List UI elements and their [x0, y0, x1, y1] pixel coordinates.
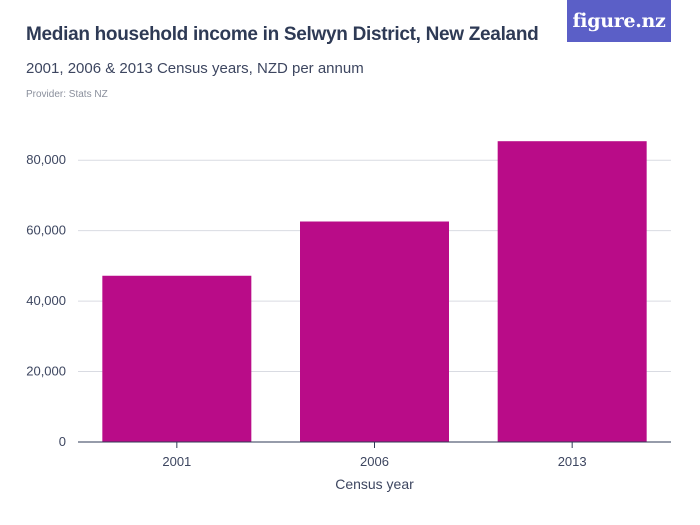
bar-2013 [497, 141, 647, 443]
provider-label: Provider: Stats NZ [26, 89, 108, 100]
x-axis-title: Census year [335, 476, 414, 492]
chart-subtitle: 2001, 2006 & 2013 Census years, NZD per … [26, 60, 364, 77]
x-tick-label: 2013 [558, 454, 587, 469]
y-tick-label: 20,000 [26, 364, 66, 379]
bar-2006 [300, 221, 449, 442]
y-tick-label: 60,000 [26, 223, 66, 238]
x-tick-label: 2006 [360, 454, 389, 469]
y-tick-label: 80,000 [26, 152, 66, 167]
chart-title: Median household income in Selwyn Distri… [26, 24, 539, 45]
y-tick-label: 0 [59, 434, 66, 449]
x-tick-label: 2001 [162, 454, 191, 469]
y-tick-label: 40,000 [26, 293, 66, 308]
figure-nz-logo[interactable]: figure.nz [567, 0, 671, 42]
bar-2001 [102, 275, 252, 442]
